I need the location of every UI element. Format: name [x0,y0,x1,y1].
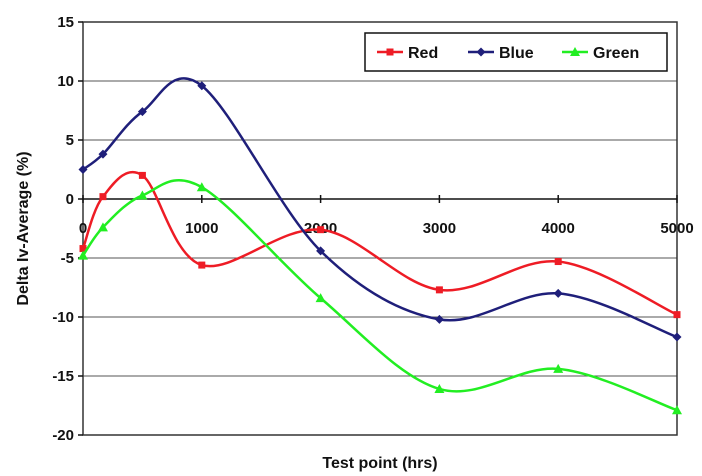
data-point-green [137,190,148,200]
data-point-blue [553,288,563,298]
data-point-red [435,286,443,294]
data-point-blue [434,314,444,324]
data-point-red [554,258,562,266]
data-point-blue [672,332,682,342]
x-tick-label: 5000 [660,220,693,237]
x-axis-ticks: 010002000300040005000 [79,195,694,237]
legend-marker-green [570,47,580,56]
x-tick-label: 4000 [542,220,575,237]
gridlines [83,21,677,436]
series-line-blue [82,77,678,339]
data-point-red [317,226,325,234]
data-point-blue [78,165,88,174]
data-point-red [99,193,107,201]
data-point-green [97,222,108,232]
x-tick-label: 1000 [185,220,218,237]
series-line-red [81,170,678,316]
series-green [78,179,682,415]
y-tick-label: 10 [57,73,74,90]
data-point-green [434,383,445,393]
data-point-blue [137,107,147,117]
y-axis-ticks: 15 10 5 0 -5 -10 -15 -20 [52,14,83,444]
data-point-red [138,171,146,179]
data-point-green [553,363,564,373]
data-point-green [78,250,88,260]
y-tick-label: -20 [52,427,74,444]
legend-label-red: Red [408,45,438,62]
data-point-green [196,182,207,192]
data-point-green [672,405,682,415]
legend-box [364,32,668,72]
data-point-blue [316,246,326,256]
y-tick-label: -15 [52,368,74,385]
series-layer [78,77,682,415]
legend-marker-red [386,48,394,56]
legend-label-blue: Blue [499,45,534,62]
y-tick-label: 5 [66,132,74,149]
y-tick-label: -10 [52,309,74,326]
plot-area-frame [82,21,678,436]
x-tick-label: 0 [79,220,87,237]
x-axis-title: Test point (hrs) [322,455,437,472]
data-point-green [315,293,326,303]
data-point-red [198,261,206,269]
y-tick-label: 15 [57,14,74,31]
data-point-red [673,311,681,319]
legend: Red Blue Green [364,32,668,72]
series-red [79,170,681,319]
x-tick-label: 3000 [423,220,456,237]
data-point-blue [98,149,108,159]
data-point-red [79,245,87,253]
y-tick-label: -5 [61,250,74,267]
y-tick-label: 0 [66,191,74,208]
legend-marker-blue [476,47,486,57]
series-blue [78,77,682,342]
legend-label-green: Green [593,45,639,62]
y-axis-title: Delta Iv-Average (%) [15,151,32,305]
data-point-blue [197,81,207,91]
